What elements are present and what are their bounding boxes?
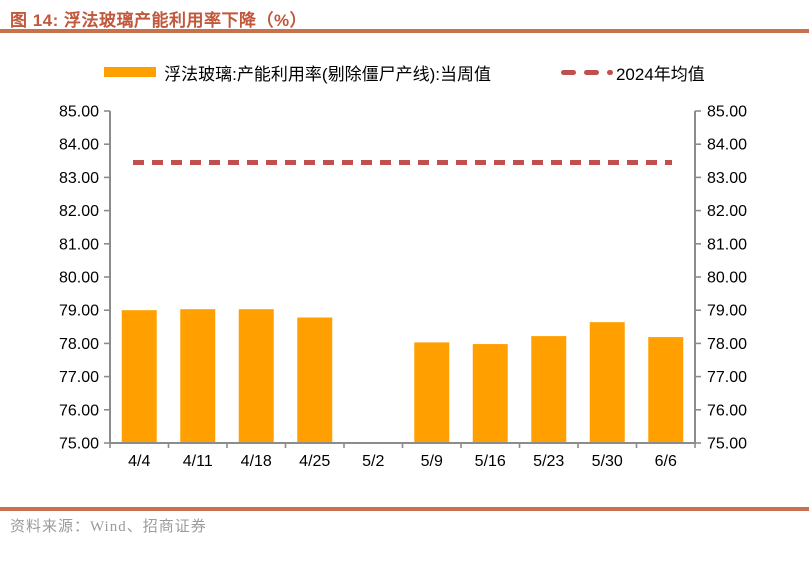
- bar-series-swatch-icon: [104, 67, 157, 77]
- bar-4-11: [180, 309, 216, 443]
- source-note: 资料来源：Wind、招商证券: [10, 519, 207, 535]
- y-tick-label-left: 82.00: [59, 203, 99, 220]
- x-tick-label: 5/9: [421, 453, 443, 470]
- y-tick-label-left: 80.00: [59, 270, 99, 287]
- legend-item-weekly-bars: 浮法玻璃:产能利用率(剔除僵尸产线):当周值: [104, 60, 491, 85]
- legend-item-2024-average: 2024年均值: [560, 60, 705, 85]
- y-tick-label-right: 77.00: [707, 369, 747, 386]
- y-tick-label-left: 79.00: [59, 303, 99, 320]
- bar-6-6: [648, 337, 684, 443]
- y-tick-label-right: 85.00: [707, 104, 747, 121]
- y-tick-label-right: 81.00: [707, 236, 747, 253]
- x-tick-label: 5/16: [475, 453, 506, 470]
- y-tick-label-right: 83.00: [707, 170, 747, 187]
- y-tick-label-left: 78.00: [59, 336, 99, 353]
- y-tick-label-left: 83.00: [59, 170, 99, 187]
- y-tick-label-right: 80.00: [707, 270, 747, 287]
- bar-4-18: [238, 309, 274, 443]
- legend-label-weekly: 浮法玻璃:产能利用率(剔除僵尸产线):当周值: [164, 64, 491, 84]
- x-tick-label: 4/18: [241, 453, 272, 470]
- y-tick-label-right: 75.00: [707, 436, 747, 453]
- bar-5-16: [472, 344, 508, 443]
- x-tick-label: 4/11: [183, 453, 213, 470]
- x-tick-label: 6/6: [655, 453, 677, 470]
- chart-svg: 75.00 75.00 76.00 76.00 77.00 77.00 78.00 78.00…: [59, 104, 747, 471]
- capacity-utilization-bar-chart: 75.00 75.00 76.00 76.00 77.00 77.00 78.00 78.00…: [0, 88, 809, 496]
- bar-5-30: [589, 322, 625, 443]
- x-tick-label: 5/23: [533, 453, 564, 470]
- title-divider-rule: [0, 29, 809, 33]
- bar-4-4: [121, 310, 157, 443]
- bar-5-9: [414, 342, 450, 443]
- y-tick-label-right: 78.00: [707, 336, 747, 353]
- y-tick-label-right: 79.00: [707, 303, 747, 320]
- dashed-line-swatch-icon: [560, 69, 613, 75]
- y-tick-label-left: 84.00: [59, 137, 99, 154]
- x-tick-label: 5/30: [592, 453, 623, 470]
- figure-title: 图 14: 浮法玻璃产能利用率下降（%）: [10, 11, 308, 30]
- chart-legend: 浮法玻璃:产能利用率(剔除僵尸产线):当周值 2024年均值: [0, 60, 809, 84]
- y-tick-label-left: 75.00: [59, 436, 99, 453]
- y-tick-label-left: 81.00: [59, 236, 99, 253]
- x-tick-label: 4/4: [128, 453, 150, 470]
- y-tick-label-right: 82.00: [707, 203, 747, 220]
- footer-divider-rule: [0, 507, 809, 511]
- y-tick-label-left: 77.00: [59, 369, 99, 386]
- bar-5-23: [531, 336, 567, 443]
- y-tick-label-left: 85.00: [59, 104, 99, 121]
- y-tick-label-right: 76.00: [707, 402, 747, 419]
- legend-label-average: 2024年均值: [615, 64, 705, 84]
- x-tick-label: 5/2: [362, 453, 384, 470]
- y-tick-label-left: 76.00: [59, 402, 99, 419]
- y-tick-label-right: 84.00: [707, 137, 747, 154]
- bar-4-25: [297, 317, 333, 443]
- x-tick-label: 4/25: [299, 453, 330, 470]
